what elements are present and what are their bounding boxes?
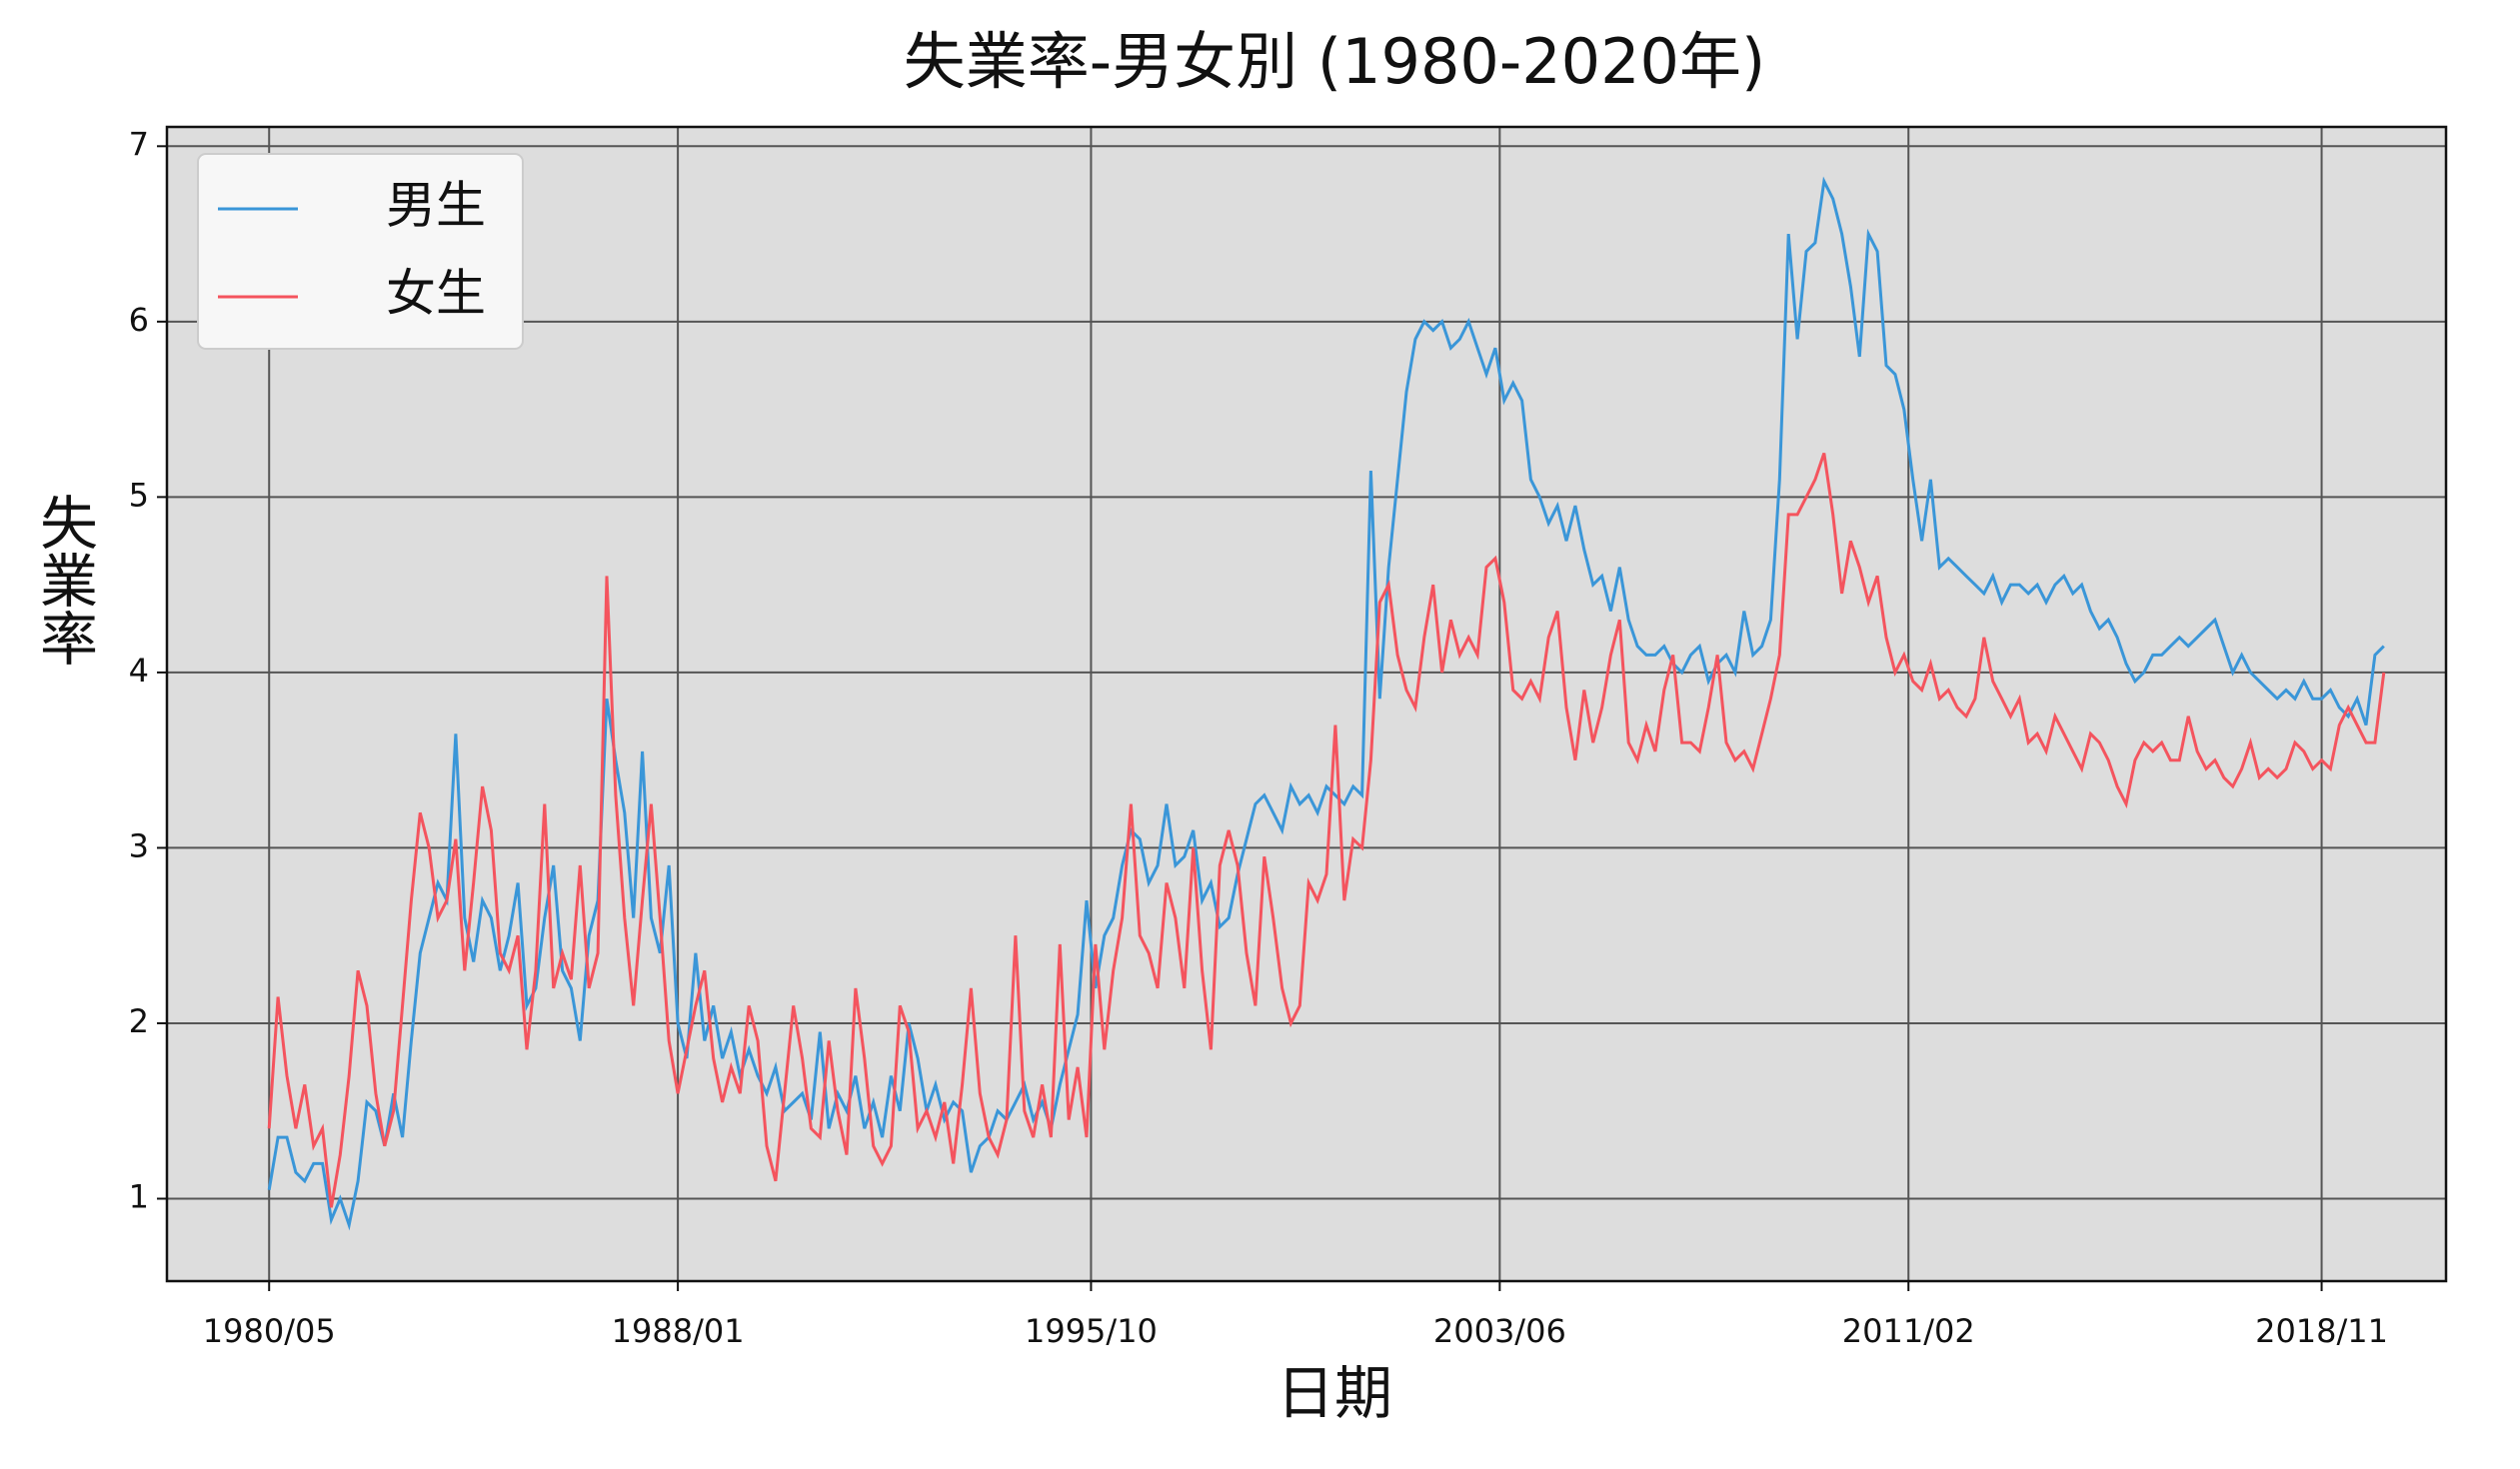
legend-label: 男生 — [386, 177, 486, 235]
x-tick-label: 2003/06 — [1433, 1312, 1566, 1350]
series-line — [267, 176, 2385, 1231]
y-tick-label: 4 — [129, 652, 149, 690]
x-axis-label: 日期 — [1276, 1359, 1392, 1427]
y-axis-label: 失業率 — [30, 493, 98, 667]
y-tick-label: 2 — [129, 1002, 149, 1040]
x-tick-label: 1988/01 — [612, 1312, 745, 1350]
plot-background — [167, 127, 2446, 1281]
chart-title: 失業率-男女別 (1980-2020年) — [904, 25, 1765, 98]
plot-frame — [165, 125, 2448, 1283]
x-tick-label: 1995/10 — [1025, 1312, 1158, 1350]
legend-box — [197, 153, 524, 350]
x-tick-label: 2011/02 — [1842, 1312, 1975, 1350]
y-tick-label: 6 — [129, 301, 149, 339]
y-tick-label: 1 — [129, 1178, 149, 1216]
y-tick-label: 7 — [129, 125, 149, 163]
series-line — [267, 453, 2386, 1208]
y-tick-label: 5 — [129, 476, 149, 514]
legend-label: 女生 — [386, 265, 486, 323]
y-tick-label: 3 — [129, 826, 149, 864]
x-tick-label: 2018/11 — [2255, 1312, 2388, 1350]
x-tick-label: 1980/05 — [203, 1312, 336, 1350]
